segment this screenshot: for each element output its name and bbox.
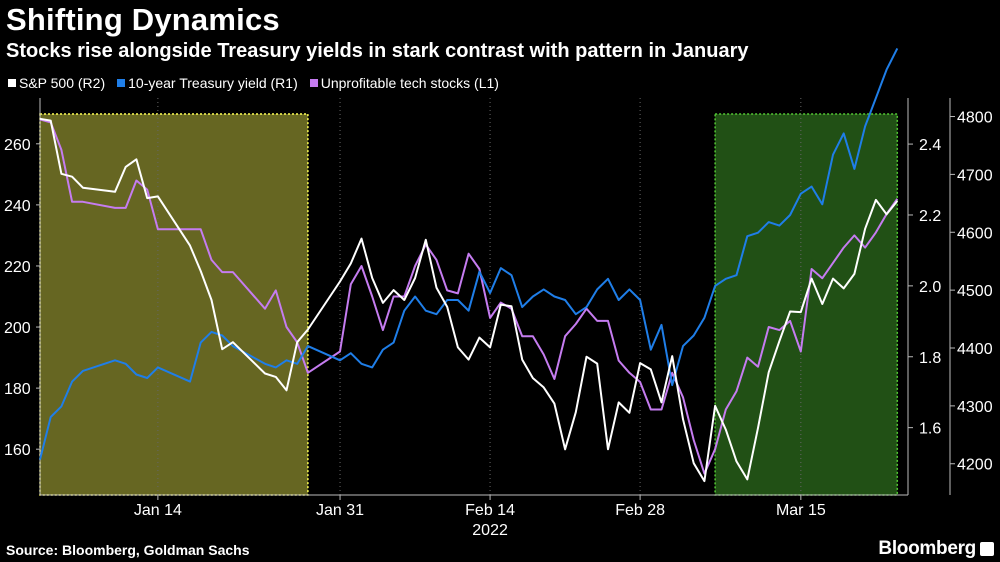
right2-tick-label: 4500 [957, 283, 993, 300]
left-tick-label: 220 [4, 259, 31, 276]
legend-swatch-treasury [117, 79, 126, 87]
source-note: Source: Bloomberg, Goldman Sachs [6, 542, 250, 558]
bloomberg-logo: Bloomberg [878, 538, 976, 559]
right1-tick-label: 1.8 [919, 350, 941, 367]
series-line-s-p-500 [39, 117, 899, 483]
left-tick-label: 160 [4, 442, 31, 459]
legend-item-sp500: S&P 500 (R2) [8, 75, 105, 91]
left-tick-label: 260 [4, 137, 31, 154]
bloomberg-mark-icon [980, 542, 994, 556]
right2-tick-label: 4300 [957, 399, 993, 416]
right2-tick-label: 4200 [957, 457, 993, 474]
legend-label-treasury: 10-year Treasury yield (R1) [128, 75, 298, 91]
x-tick-label: Jan 31 [316, 502, 364, 519]
right1-tick-label: 2.2 [919, 208, 941, 225]
chart-subtitle: Stocks rise alongside Treasury yields in… [6, 40, 749, 62]
x-tick-label: Feb 28 [615, 502, 665, 519]
right1-tick-label: 2.0 [919, 279, 941, 296]
right2-tick-label: 4600 [957, 225, 993, 242]
legend-swatch-tech [309, 79, 318, 87]
legend-item-treasury: 10-year Treasury yield (R1) [117, 75, 298, 91]
chart-title: Shifting Dynamics [6, 2, 280, 37]
left-tick-label: 180 [4, 381, 31, 398]
right2-tick-label: 4800 [957, 110, 993, 127]
legend-label-sp500: S&P 500 (R2) [19, 75, 106, 91]
right1-tick-label: 1.6 [919, 421, 941, 438]
right2-tick-label: 4700 [957, 167, 993, 184]
left-tick-label: 200 [4, 320, 31, 337]
left-tick-label: 240 [4, 198, 31, 215]
x-year-label: 2022 [472, 522, 508, 539]
legend-item-tech: Unprofitable tech stocks (L1) [309, 75, 499, 91]
legend-swatch-sp500 [8, 79, 16, 87]
x-tick-label: Jan 14 [134, 502, 182, 519]
legend-label-tech: Unprofitable tech stocks (L1) [320, 75, 499, 91]
x-tick-label: Feb 14 [465, 502, 515, 519]
right1-tick-label: 2.4 [919, 137, 941, 154]
right2-tick-label: 4400 [957, 341, 993, 358]
x-tick-label: Mar 15 [776, 502, 826, 519]
highlight-band-1 [39, 113, 309, 496]
series-line-10-year-treasury-yield [39, 47, 899, 460]
legend: S&P 500 (R2) 10-year Treasury yield (R1)… [8, 75, 499, 91]
